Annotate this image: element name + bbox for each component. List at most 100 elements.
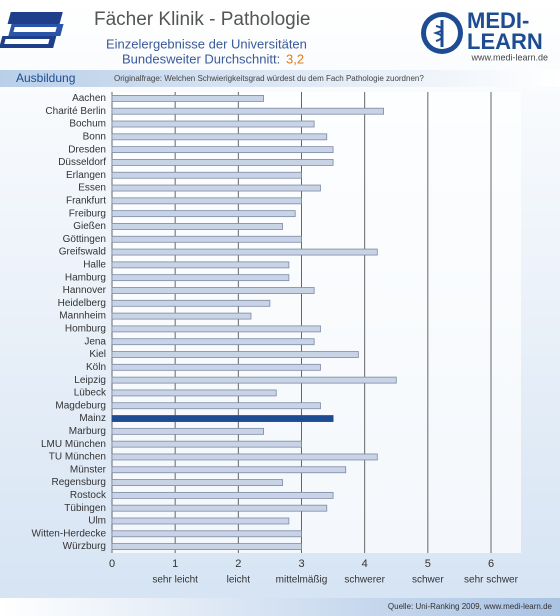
y-tick-label: Düsseldorf — [58, 157, 106, 168]
y-tick-label: Regensburg — [52, 477, 106, 488]
bar — [111, 402, 321, 410]
y-tick-label: Ulm — [88, 516, 106, 527]
x-tick-label: 3 — [298, 558, 304, 570]
footer-band — [0, 598, 560, 616]
y-tick-label: Münster — [70, 464, 107, 475]
bar — [111, 415, 334, 422]
bar — [111, 504, 328, 512]
section: Ausbildung — [16, 71, 75, 85]
source: Quelle: Uni-Ranking 2009, www.medi-learn… — [388, 602, 553, 611]
x-tick-label: 6 — [488, 558, 494, 570]
average-label: Bundesweiter Durchschnitt: — [122, 51, 280, 66]
y-tick-label: Göttingen — [63, 234, 106, 245]
bar — [111, 287, 315, 294]
y-tick-label: Dresden — [68, 144, 106, 155]
x-tick-label: 4 — [362, 558, 368, 570]
y-tick-label: Magdeburg — [55, 400, 106, 411]
bar — [111, 453, 378, 461]
bar — [111, 248, 378, 256]
y-tick-label: Tübingen — [64, 503, 106, 514]
bar — [111, 363, 321, 371]
y-tick-label: Essen — [78, 183, 106, 194]
scale-label: schwer — [412, 575, 444, 586]
scale-label: mittelmäßig — [276, 575, 328, 586]
x-tick-label: 0 — [109, 558, 115, 570]
y-tick-label: Rostock — [70, 490, 107, 501]
title: Fächer Klinik - Pathologie — [94, 9, 311, 30]
y-tick-label: Würzburg — [63, 541, 106, 552]
logo-text: LEARN — [467, 29, 543, 54]
y-tick-label: Freiburg — [69, 208, 106, 219]
y-tick-label: Bonn — [83, 131, 106, 142]
scale-label: schwerer — [344, 575, 385, 586]
y-tick-label: Homburg — [65, 324, 106, 335]
y-tick-label: Marburg — [69, 426, 106, 437]
bar — [111, 376, 397, 384]
y-tick-label: Köln — [86, 362, 106, 373]
y-tick-label: Leipzig — [74, 375, 106, 386]
y-tick-label: Heidelberg — [58, 298, 106, 309]
section-band — [0, 70, 560, 87]
bar — [111, 197, 302, 205]
bar — [111, 159, 334, 166]
bar — [111, 479, 283, 486]
book-icon — [0, 12, 64, 48]
y-tick-label: Hamburg — [65, 272, 106, 283]
bar — [111, 107, 385, 115]
bar — [111, 543, 302, 550]
y-tick-label: Hannover — [63, 285, 107, 296]
scale-label: sehr leicht — [152, 575, 198, 586]
y-tick-label: Mainz — [79, 413, 106, 424]
subtitle: Einzelergebnisse der Universitäten — [106, 36, 307, 51]
scale-label: leicht — [227, 575, 251, 586]
bar — [111, 440, 302, 448]
bar — [111, 223, 283, 230]
bar — [111, 146, 334, 154]
y-tick-label: Erlangen — [66, 170, 106, 181]
y-tick-label: Aachen — [72, 93, 106, 104]
bar — [111, 491, 334, 499]
bar — [111, 235, 302, 243]
y-tick-label: Greifswald — [59, 247, 106, 258]
bar — [111, 261, 290, 269]
y-tick-label: Mannheim — [59, 311, 106, 322]
plot-area — [112, 92, 521, 553]
logo-url: www.medi-learn.de — [470, 52, 548, 62]
y-tick-label: Jena — [84, 336, 106, 347]
y-tick-label: Frankfurt — [66, 195, 106, 206]
bar — [111, 351, 359, 358]
x-tick-label: 5 — [425, 558, 431, 570]
bar — [111, 530, 302, 538]
bar — [111, 184, 321, 192]
bar — [111, 120, 315, 128]
bar — [111, 325, 321, 333]
bar — [111, 312, 252, 320]
y-tick-label: Kiel — [89, 349, 106, 360]
logo — [421, 12, 463, 54]
y-tick-label: Charité Berlin — [45, 106, 106, 117]
average-value: 3,2 — [286, 51, 304, 66]
bar — [111, 95, 265, 102]
y-tick-label: Gießen — [73, 221, 106, 232]
y-tick-label: TU München — [49, 452, 106, 463]
x-tick-label: 2 — [235, 558, 241, 570]
bar — [111, 389, 277, 397]
bar — [111, 210, 296, 218]
question: Originalfrage: Welchen Schwierigkeitsgra… — [114, 74, 424, 83]
bar — [111, 517, 290, 525]
y-tick-label: Halle — [83, 260, 106, 271]
bar — [111, 274, 290, 282]
bar — [111, 466, 347, 474]
x-tick-label: 1 — [172, 558, 178, 570]
bar — [111, 338, 315, 346]
logo-text: MEDI- — [467, 8, 529, 33]
bar — [111, 427, 265, 435]
y-tick-label: Bochum — [69, 119, 106, 130]
bar — [111, 171, 302, 179]
bar — [111, 133, 328, 141]
y-tick-label: Witten-Herdecke — [32, 528, 107, 539]
y-tick-label: Lübeck — [74, 388, 107, 399]
bar — [111, 299, 271, 307]
y-tick-label: LMU München — [41, 439, 106, 450]
